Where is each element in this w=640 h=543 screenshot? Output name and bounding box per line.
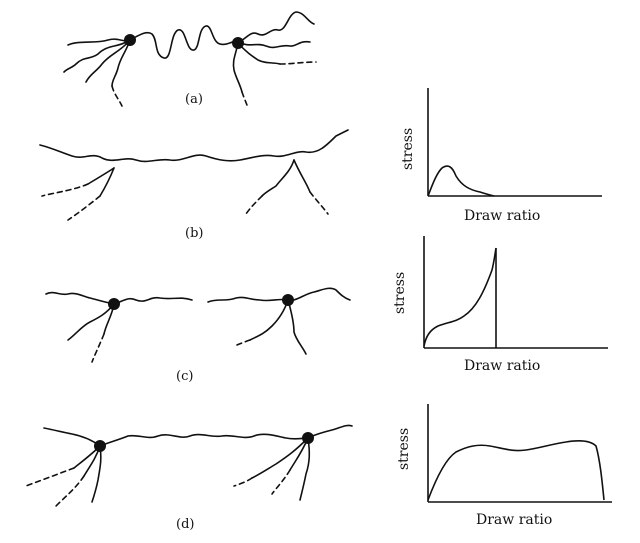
chart-c-stress-curve [423,247,497,347]
panel-b-broken-chain-dashed [67,195,101,221]
panel-d-branch [91,445,102,503]
panel-c-branch-dashed [233,339,251,347]
panel-c-branch-dashed [91,333,105,363]
panel-d-branch [73,445,101,469]
chart-b: stress Draw ratio [400,88,602,224]
panel-d-branch-dashed [233,477,253,487]
panel-d-branch-dashed [271,469,291,495]
panel-b-broken-chain-dashed [41,183,89,197]
panel-a-branch [63,39,131,73]
panel-c-branch [249,299,289,341]
panel-a-chain-right [237,40,311,49]
panel-a-branch [237,42,281,65]
chart-b-stress-curve [427,165,495,197]
panel-a-label: (a) [185,92,203,107]
panel-a-branch-dashed [241,91,249,109]
panel-d-label: (d) [176,517,194,532]
chart-c-ylabel: stress [392,272,408,314]
panel-c-chain-right [207,287,351,303]
panel-a-branch-dashed [279,61,317,65]
panel-b-broken-chain-left [99,167,115,197]
chart-d-ylabel: stress [396,428,412,470]
panel-a-branch [111,39,131,87]
panel-d-branch [299,437,311,501]
panel-d-branch [289,437,309,471]
panel-c-branch [287,299,307,355]
panel-c-label: (c) [176,369,193,384]
panel-a-branch [232,42,243,93]
chart-c: stress Draw ratio [392,236,608,374]
panel-b-broken-chain-dashed [245,195,263,215]
panel-c: (c) [45,287,351,384]
panel-a-branch [85,39,131,83]
panel-a: (a) [63,11,317,109]
chart-d-stress-curve [427,440,605,501]
panel-b-broken-chain-right [293,159,311,193]
panel-b-backbone-chain [39,129,349,163]
panel-a-branch-dashed [111,85,123,107]
panel-d: (d) [25,424,353,532]
panel-b-label: (b) [185,226,203,241]
panel-d-branch [83,445,101,477]
panel-a-backbone-chain [67,11,315,59]
panel-b: (b) [39,129,349,241]
panel-c-branch [67,303,115,341]
chart-b-xlabel: Draw ratio [464,208,540,224]
chart-c-xlabel: Draw ratio [464,358,540,374]
panel-d-branch-dashed [55,475,85,507]
panel-b-broken-chain-dashed [309,191,329,215]
panel-b-broken-chain-right [261,159,295,197]
chart-d-xlabel: Draw ratio [476,512,552,528]
panel-d-branch-dashed [25,467,75,487]
chart-d: stress Draw ratio [396,404,612,528]
chart-b-ylabel: stress [400,128,416,170]
panel-b-broken-chain-left [87,167,115,185]
panel-d-branch [251,437,309,479]
panel-c-branch [103,303,115,335]
